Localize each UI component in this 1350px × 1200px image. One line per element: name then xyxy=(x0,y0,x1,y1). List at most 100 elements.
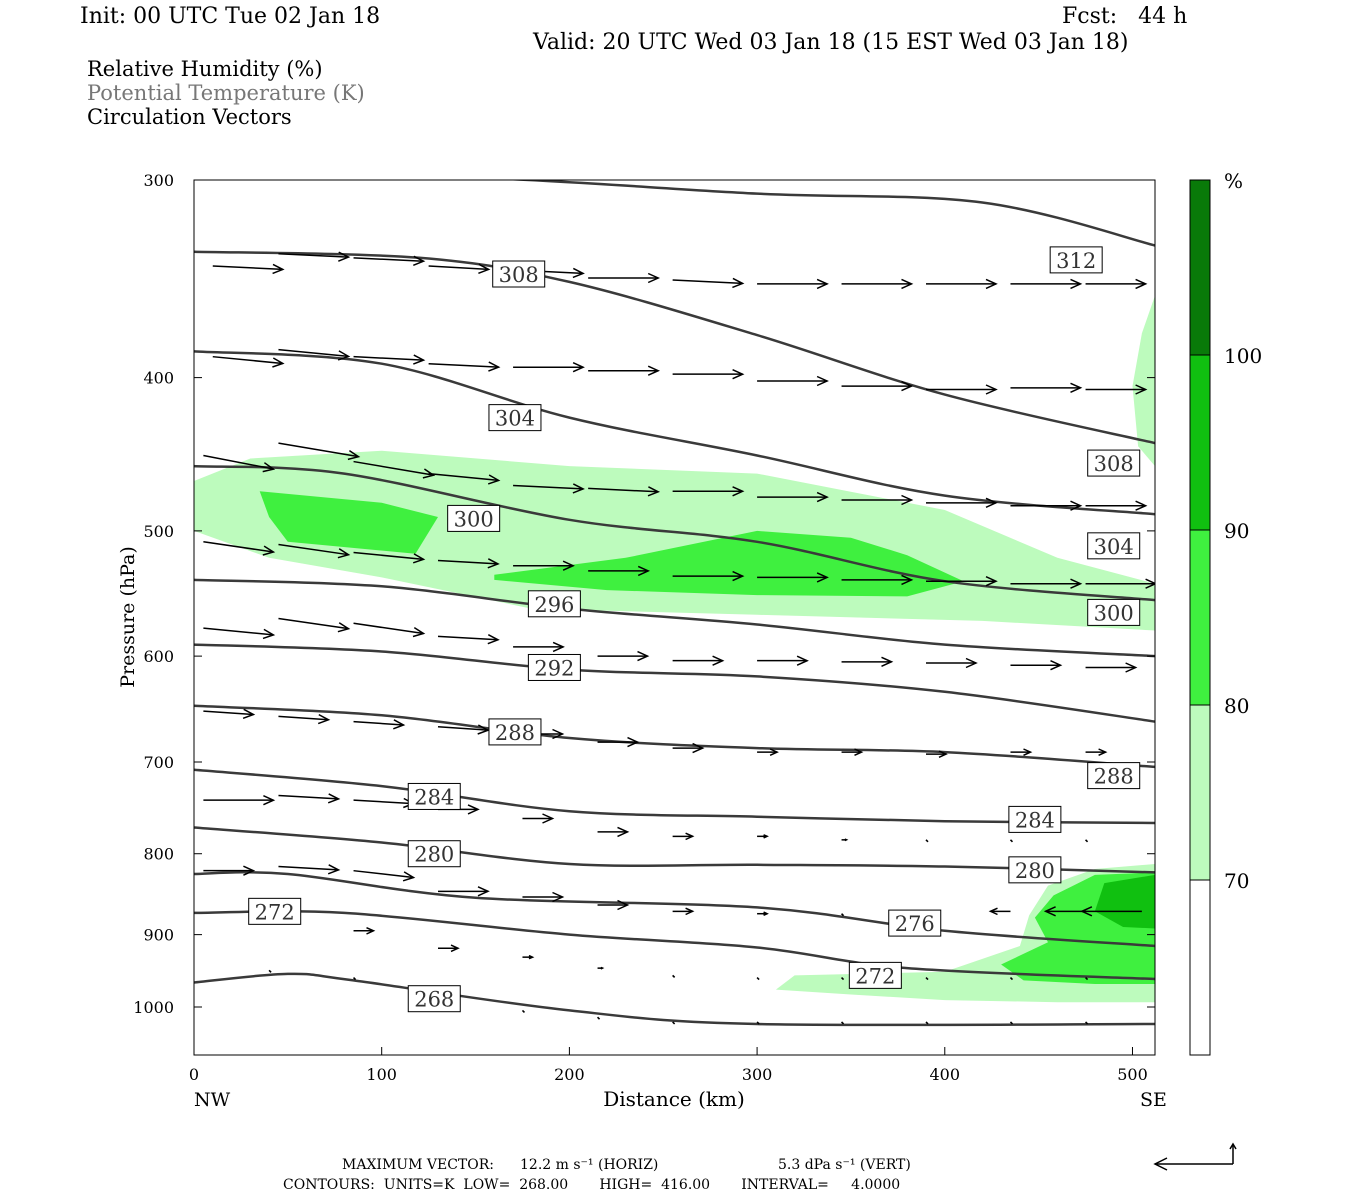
vector-head xyxy=(901,574,914,586)
circulation-vector xyxy=(278,442,361,461)
circulation-vector xyxy=(1009,976,1014,981)
vector-head xyxy=(1145,578,1155,589)
circulation-vector xyxy=(428,263,491,275)
isentrope-label-box xyxy=(492,260,546,288)
circulation-vector xyxy=(428,361,501,372)
isentrope-label-box xyxy=(1087,532,1141,560)
isentrope-label-296: 296 xyxy=(527,590,581,618)
contour-info: CONTOURS: UNITS=K LOW= 268.00 HIGH= 416.… xyxy=(283,1177,901,1193)
isentrope-284 xyxy=(194,768,1155,825)
circulation-vector xyxy=(437,724,490,735)
isentrope-label-272: 272 xyxy=(248,897,302,925)
vector-shaft xyxy=(437,635,499,641)
vector-head xyxy=(1070,578,1083,589)
circulation-vector xyxy=(353,927,376,935)
vector-shaft xyxy=(353,622,424,635)
circulation-vector xyxy=(925,1021,929,1025)
circulation-vector xyxy=(203,627,276,640)
circulation-vector xyxy=(278,251,351,262)
circulation-vector xyxy=(1085,500,1148,511)
vector-shaft xyxy=(1009,976,1014,981)
isentrope-292 xyxy=(194,643,1155,723)
circulation-vector xyxy=(353,354,426,365)
circulation-vector xyxy=(672,974,676,978)
colorbar-band xyxy=(1189,704,1211,881)
vector-head xyxy=(262,545,276,556)
vector-head xyxy=(985,576,998,587)
colorbar-tick-label: 70 xyxy=(1224,869,1249,893)
vector-head xyxy=(816,491,829,503)
isentrope-label-box xyxy=(1008,805,1062,833)
circulation-vector xyxy=(522,891,565,903)
isentrope-label-box xyxy=(407,985,461,1013)
vector-shaft xyxy=(1084,1021,1089,1025)
vector-head xyxy=(487,558,500,569)
vector-shaft xyxy=(428,362,499,368)
circulation-vector xyxy=(672,655,725,666)
vector-head xyxy=(337,350,351,361)
vector-shaft xyxy=(353,460,434,476)
circulation-vector xyxy=(352,976,357,981)
isentrope-label-272: 272 xyxy=(848,961,902,989)
circulation-vector xyxy=(841,278,914,290)
circulation-vector xyxy=(672,486,745,497)
circulation-vector xyxy=(672,277,745,289)
circulation-vector xyxy=(597,899,630,911)
circulation-vector xyxy=(1084,1021,1089,1025)
isentrope-label-box xyxy=(1049,246,1103,274)
vector-head xyxy=(272,263,285,275)
vector-head xyxy=(327,864,341,875)
circulation-vector xyxy=(1043,906,1086,917)
vector-head xyxy=(413,255,426,266)
circulation-vector xyxy=(1084,839,1089,843)
vector-head xyxy=(1125,662,1138,673)
vector-head xyxy=(1135,500,1148,511)
vector-head xyxy=(477,886,490,897)
vector-head xyxy=(1043,906,1056,917)
vector-shaft xyxy=(203,454,274,470)
vector-head xyxy=(242,708,256,720)
circulation-vector xyxy=(203,865,256,876)
isentrope-label-text: 304 xyxy=(1094,535,1134,559)
isentrope-label-304: 304 xyxy=(1087,532,1141,560)
vector-head xyxy=(988,907,998,916)
circulation-vector xyxy=(268,969,272,973)
vector-head xyxy=(763,834,769,839)
circulation-vector xyxy=(1010,278,1083,290)
circulation-vector xyxy=(1085,748,1108,756)
circulation-vector xyxy=(278,713,331,725)
isentrope-label-312: 312 xyxy=(1049,246,1103,274)
isentrope-label-text: 300 xyxy=(454,507,494,531)
y-axis-title: Pressure (hPa) xyxy=(117,546,139,688)
vector-head xyxy=(393,719,406,730)
circulation-vector xyxy=(672,570,745,582)
isentrope-label-box xyxy=(848,961,902,989)
isentrope-label-text: 288 xyxy=(495,721,535,745)
isentrope-308 xyxy=(194,250,1155,445)
vector-shaft xyxy=(278,543,349,556)
isentrope-296 xyxy=(194,578,1155,658)
vector-head xyxy=(1135,384,1148,395)
vector-head xyxy=(844,838,849,842)
vector-head xyxy=(732,277,745,289)
vector-head xyxy=(637,650,650,662)
isentrope-label-box xyxy=(407,782,461,810)
vector-shaft xyxy=(437,726,489,731)
circulation-vector xyxy=(513,560,575,571)
isentrope-label-text: 280 xyxy=(1015,859,1055,883)
circulation-vector xyxy=(840,1021,845,1025)
vector-shaft xyxy=(278,865,339,871)
vector-shaft xyxy=(840,913,845,917)
isentrope-label-308: 308 xyxy=(1087,449,1141,477)
circulation-vector xyxy=(841,838,849,842)
vector-head xyxy=(816,278,829,290)
vector-shaft xyxy=(278,348,349,358)
circulation-vector xyxy=(597,650,650,662)
vector-shaft xyxy=(212,265,283,271)
colorbar-unit: % xyxy=(1224,169,1243,193)
circulation-vector xyxy=(757,911,769,916)
rh-region-70-80-1 xyxy=(1132,295,1155,467)
vector-head xyxy=(412,626,426,638)
colorbar-band xyxy=(1189,179,1211,356)
circulation-vector xyxy=(203,795,276,806)
